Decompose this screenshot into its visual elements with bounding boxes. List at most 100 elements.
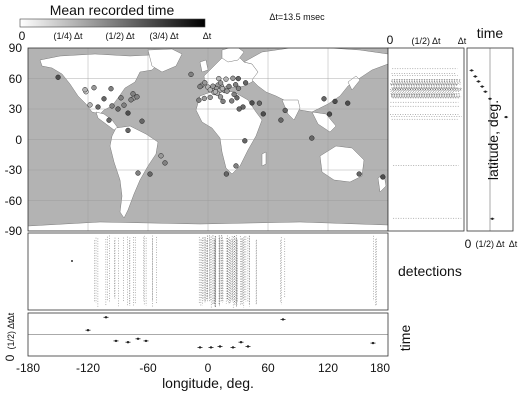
latdet-tick-0: 0 [387,33,394,47]
time-latitude-point [504,115,508,119]
station-marker [326,111,333,117]
time-longitude-point [246,345,250,348]
station-marker [207,94,213,101]
latitude-detections-panel: 0 (1/2) Δt Δt [387,33,467,232]
time-latitude-point [470,69,473,72]
station-marker [188,71,194,78]
time-longitude-point [281,318,285,321]
lat-tick-60: 60 [9,72,23,86]
time-latitude-point [488,97,492,101]
station-marker [233,163,239,169]
time-longitude-point [144,339,148,343]
time-latitude-title: time [477,25,504,41]
time-longitude-point [104,316,108,319]
scandinavia [221,48,245,63]
time-latitude-point [491,217,494,220]
station-marker [55,74,61,80]
station-marker [249,100,255,106]
station-marker [197,83,203,90]
station-marker [230,75,236,81]
latitude-detections-frame [387,47,465,232]
colorbar-tick-0: 0 [19,29,26,43]
australia [319,145,365,183]
time-longitude-point [136,337,140,340]
station-marker [158,153,164,159]
lon-tick-minus120: -120 [76,361,100,375]
timelon-tick-0: 0 [3,354,17,361]
longitude-ticks: -180 -120 -60 0 60 120 180 [16,361,390,375]
station-marker [235,85,242,91]
station-marker [147,171,153,177]
timelat-tick-half: (1/2) Δt [475,239,505,249]
station-marker [242,80,249,86]
station-marker [282,107,288,114]
time-longitude-points [85,316,376,349]
timelat-tick-0: 0 [465,237,472,251]
time-latitude-point [493,162,496,166]
colorbar-title: Mean recorded time [50,2,175,18]
map-grid [28,48,388,231]
station-marker [235,75,241,82]
station-marker [139,118,145,124]
station-marker [106,117,112,123]
station-marker [345,100,351,106]
station-marker [356,171,362,177]
station-marker [130,91,136,97]
lat-tick-minus90: -90 [5,224,23,238]
time-latitude-point [484,90,487,93]
time-latitude-point [474,75,477,78]
station-marker [260,111,266,117]
station-marker [101,96,107,102]
longitude-axis-label: longitude, deg. [162,375,254,391]
station-marker [91,85,97,91]
lat-tick-90: 90 [9,41,23,55]
station-marker [232,82,239,88]
station-marker [162,160,168,166]
station-marker [234,95,240,101]
station-marker [108,86,114,92]
station-marker [231,91,237,98]
time-longitude-point [239,341,243,344]
station-marker [217,94,224,100]
colorbar-ticks: 0 (1/4) Δt (1/2) Δt (3/4) Δt Δt [19,29,212,43]
station-marker [219,85,226,92]
station-marker [125,127,131,134]
lon-tick-0: 0 [205,361,212,375]
station-marker [115,106,121,112]
time-latitude-point [481,85,484,88]
time-vs-latitude-panel: time latitude, deg. 0 (1/2) Δt Δt [465,25,518,251]
north-america [39,53,161,115]
station-marker [121,102,127,108]
station-marker [220,98,226,105]
station-marker [125,110,131,116]
colorbar-tick-3: (3/4) Δt [149,31,179,41]
latitude-detection-strips [390,68,462,219]
timelat-tick-dt: Δt [509,239,518,249]
station-marker [134,94,140,100]
station-marker [256,100,263,106]
station-marker [380,174,386,180]
madagascar [261,151,267,167]
colorbar-tick-2: (1/2) Δt [105,31,135,41]
colorbar-tick-1: (1/4) Δt [53,31,83,41]
station-marker [309,135,315,141]
time-longitude-point [126,341,130,344]
station-marker [236,106,242,112]
latitude-axis-label: latitude, deg. [485,100,501,180]
africa [195,89,263,175]
lon-tick-120: 120 [318,361,338,375]
station-marker [202,80,208,86]
map-y-ticks: 90 60 30 0 -30 -60 -90 [5,41,23,238]
station-marker [223,171,230,177]
station-marker [332,98,338,105]
lon-tick-60: 60 [261,361,275,375]
time-longitude-point [114,339,118,343]
latdet-tick-half: (1/2) Δt [411,36,441,46]
lat-tick-30: 30 [9,102,23,116]
station-marker [223,76,229,82]
time-longitude-point [231,346,235,349]
time-latitude-point [477,80,480,83]
station-marker [217,80,224,86]
timelon-tick-half: (1/2) Δt [6,320,16,350]
